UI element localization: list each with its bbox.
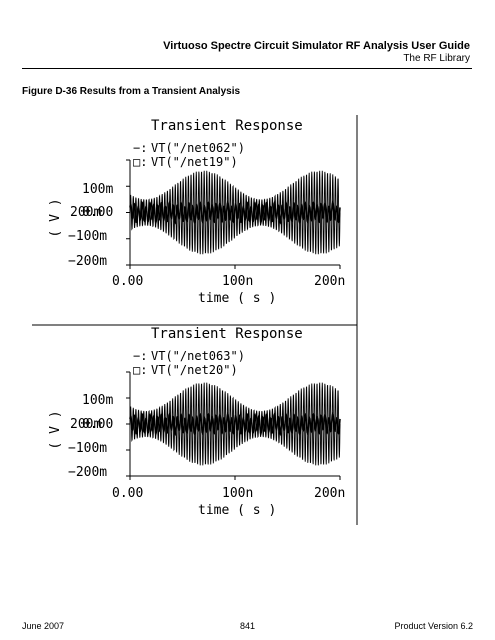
plot-1-ytick-neg200m: −200m <box>68 254 107 269</box>
plot-2: Transient Response −: VT("/net063") □: V… <box>48 326 345 518</box>
plot-2-xlabel: time ( s ) <box>198 503 276 518</box>
plot-1: Transient Response −: VT("/net062") □: V… <box>48 118 345 306</box>
plot-2-ytick-neg100m: −100m <box>68 441 107 456</box>
plot-1-legend-marker-1: −: <box>133 141 147 155</box>
footer-date: June 2007 <box>22 621 65 631</box>
plot-1-legend-2: VT("/net19") <box>151 155 238 169</box>
plot-1-legend-1: VT("/net062") <box>151 141 245 155</box>
plot-2-xtick-200n: 200n <box>314 486 345 501</box>
plot-2-ytick-200m: 200m <box>70 417 101 432</box>
footer-page-number: 841 <box>239 621 256 631</box>
plot-1-title: Transient Response <box>151 118 303 134</box>
header-rule <box>22 68 472 69</box>
transient-figure: Transient Response −: VT("/net062") □: V… <box>32 115 358 525</box>
plot-2-ytick-0: 0.00 <box>82 417 113 432</box>
plot-2-ytick-neg200m: −200m <box>68 465 107 480</box>
plot-1-ylabel: ( V ) <box>48 198 63 237</box>
plot-1-xlabel: time ( s ) <box>198 291 276 306</box>
plot-2-legend-marker-2: □: <box>133 363 147 377</box>
plot-1-xtick-100n: 100n <box>222 274 253 289</box>
plot-2-title: Transient Response <box>151 326 303 342</box>
plot-2-traces <box>129 382 341 466</box>
document-subtitle: The RF Library <box>403 53 470 64</box>
plot-1-traces <box>129 170 341 255</box>
plot-2-legend-1: VT("/net063") <box>151 349 245 363</box>
plot-1-xtick-0: 0.00 <box>112 274 143 289</box>
plot-2-legend-marker-1: −: <box>133 349 147 363</box>
plot-1-xtick-200n: 200n <box>314 274 345 289</box>
plot-1-legend-marker-2: □: <box>133 155 147 169</box>
plot-2-xtick-100n: 100n <box>222 486 253 501</box>
plot-2-ytick-100m: 100m <box>82 393 113 408</box>
series-line-net19 <box>129 200 341 225</box>
plot-1-ytick-neg100m: −100m <box>68 229 107 244</box>
plot-2-ylabel: ( V ) <box>48 410 63 449</box>
plot-2-xtick-0: 0.00 <box>112 486 143 501</box>
plot-2-legend-2: VT("/net20") <box>151 363 238 377</box>
document-title: Virtuoso Spectre Circuit Simulator RF An… <box>163 40 470 52</box>
series-line-net20 <box>129 412 341 436</box>
plot-1-ytick-100m: 100m <box>82 182 113 197</box>
plot-1-ytick-0: 0.00 <box>82 205 113 220</box>
plot-1-ytick-200m: 200m <box>70 205 101 220</box>
footer-version: Product Version 6.2 <box>394 621 473 631</box>
figure-caption: Figure D-36 Results from a Transient Ana… <box>22 86 241 97</box>
